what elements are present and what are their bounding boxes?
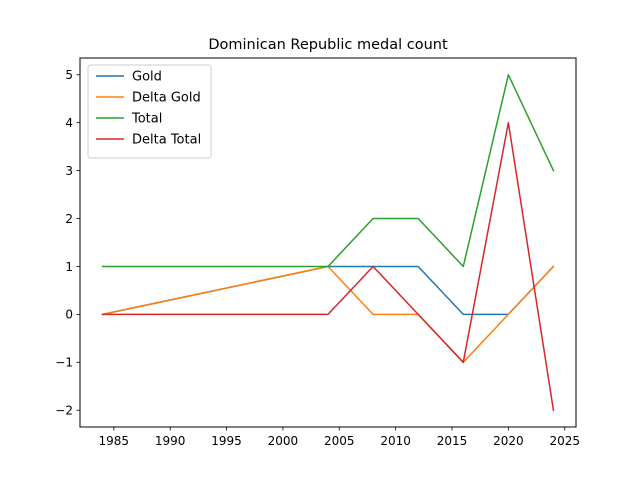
legend-label: Gold [132, 70, 162, 85]
legend-label: Delta Total [132, 133, 201, 148]
y-tick-label: 5 [65, 68, 73, 82]
legend-box [87, 64, 212, 159]
series-line-total [101, 74, 555, 268]
y-tick-label: 1 [65, 260, 73, 274]
y-tick-label: −1 [55, 356, 73, 370]
y-tick-label: 0 [65, 308, 73, 322]
x-tick-label: 1990 [155, 434, 186, 448]
y-axis: −2 −1 0 1 2 3 4 5 [55, 68, 80, 418]
y-tick-label: 2 [65, 212, 73, 226]
y-tick-label: 3 [65, 164, 73, 178]
x-tick-label: 2015 [437, 434, 468, 448]
x-axis: 1985 1990 1995 2000 2005 2010 2015 2020 2025 [99, 427, 580, 448]
x-tick-label: 2000 [268, 434, 299, 448]
x-tick-label: 2020 [493, 434, 524, 448]
x-tick-label: 2010 [380, 434, 411, 448]
series-line-delta-total [101, 121, 555, 412]
plot-lines [101, 74, 555, 412]
legend-label: Delta Gold [132, 91, 201, 106]
x-tick-label: 1995 [211, 434, 242, 448]
y-tick-label: −2 [55, 404, 73, 418]
x-tick-label: 1985 [99, 434, 130, 448]
legend: Gold Delta Gold Total Delta Total [87, 64, 212, 159]
x-tick-label: 2025 [549, 434, 580, 448]
y-tick-label: 4 [65, 116, 73, 130]
plot-frame [79, 57, 577, 428]
x-tick-label: 2005 [324, 434, 355, 448]
chart-title: Dominican Republic medal count [208, 37, 448, 53]
legend-label: Total [131, 112, 162, 127]
